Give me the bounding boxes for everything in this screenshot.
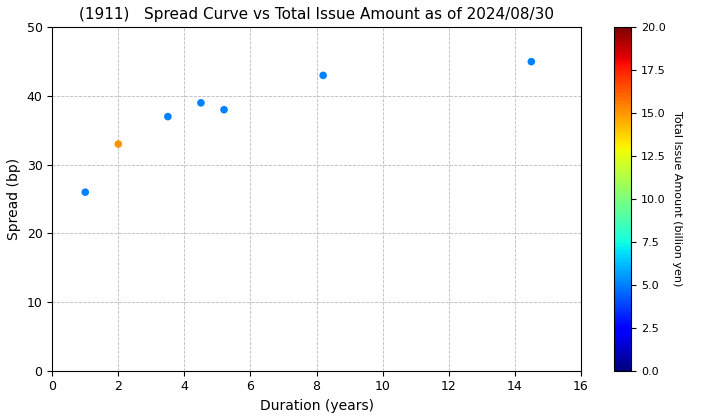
Point <box>79 189 91 196</box>
Point <box>318 72 329 79</box>
Point <box>162 113 174 120</box>
Title: (1911)   Spread Curve vs Total Issue Amount as of 2024/08/30: (1911) Spread Curve vs Total Issue Amoun… <box>79 7 554 22</box>
Y-axis label: Spread (bp): Spread (bp) <box>7 158 21 240</box>
Point <box>526 58 537 65</box>
Point <box>195 100 207 106</box>
Point <box>112 141 124 147</box>
Point <box>218 106 230 113</box>
X-axis label: Duration (years): Duration (years) <box>259 399 374 413</box>
Y-axis label: Total Issue Amount (billion yen): Total Issue Amount (billion yen) <box>672 111 683 287</box>
